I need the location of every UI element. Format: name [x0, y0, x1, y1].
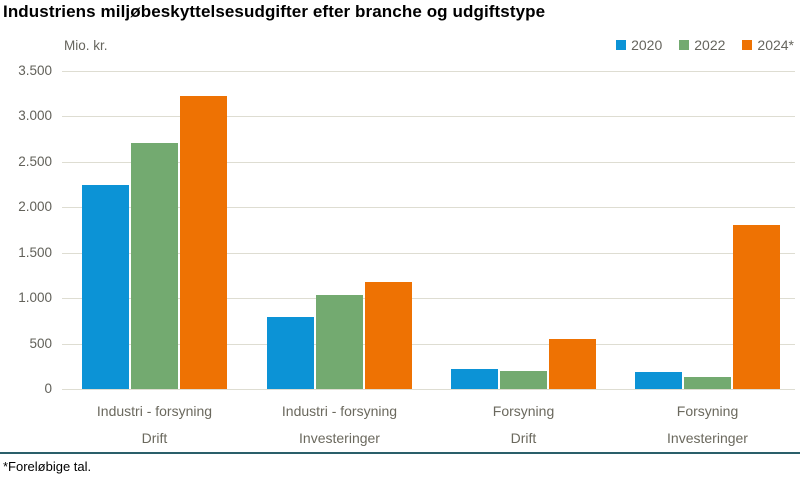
chart-title: Industriens miljøbeskyttelsesudgifter ef… [3, 2, 546, 21]
legend-swatch-icon [742, 40, 753, 50]
y-tick-label-500: 500 [29, 335, 52, 351]
bar-2022-forsyning-investeringer [684, 377, 731, 389]
gridline-1500 [62, 252, 795, 254]
gridline-500 [62, 343, 795, 345]
legend-item-2020: 2020 [616, 37, 662, 53]
x-label-branch-0: Industri - forsyning [96, 403, 213, 419]
legend-label: 2020 [631, 37, 663, 53]
legend-label: 2024* [757, 37, 794, 53]
gridline-3500 [62, 71, 795, 72]
x-label-branch-2: Forsyning [492, 403, 555, 419]
x-label-type-3: Investeringer [667, 430, 748, 446]
x-label-type-2: Drift [510, 430, 537, 446]
x-label-type-0: Drift [141, 430, 168, 446]
x-label-branch-1: Industri - forsyning [281, 403, 398, 419]
footer-separator-line [0, 452, 800, 454]
y-tick-label-1000: 1.000 [18, 290, 52, 306]
bar-2022-industri-forsyning-investeringer [316, 294, 363, 389]
plot-area [62, 71, 795, 390]
legend-item-2024: 2024* [742, 37, 794, 53]
y-tick-label-2500: 2.500 [18, 153, 52, 169]
bar-2022-forsyning-drift [500, 370, 547, 389]
bar-2024-industri-forsyning-investeringer [365, 281, 412, 389]
legend-swatch-icon [616, 40, 627, 50]
gridline-3000 [62, 116, 795, 118]
bar-2024-industri-forsyning-drift [180, 96, 227, 389]
gridline-2000 [62, 207, 795, 209]
bar-2020-forsyning-investeringer [635, 371, 682, 389]
bar-2020-forsyning-drift [451, 368, 498, 389]
bar-2024-forsyning-drift [549, 338, 596, 389]
legend-item-2022: 2022 [679, 37, 725, 53]
gridline-2500 [62, 161, 795, 163]
bar-2024-forsyning-investeringer [733, 225, 780, 389]
y-tick-label-0: 0 [44, 381, 52, 396]
y-tick-label-1500: 1.500 [18, 244, 52, 260]
gridline-1000 [62, 298, 795, 300]
y-tick-label-2000: 2.000 [18, 199, 52, 215]
x-label-branch-3: Forsyning [676, 403, 739, 419]
y-tick-label-3000: 3.000 [18, 108, 52, 124]
footnote: *Foreløbige tal. [3, 459, 92, 474]
legend-label: 2022 [694, 37, 726, 53]
x-label-type-1: Investeringer [299, 430, 380, 446]
y-tick-label-3500: 3.500 [18, 63, 52, 78]
legend: 2020 2022 2024* [616, 37, 794, 53]
bar-2020-industri-forsyning-investeringer [267, 317, 314, 389]
legend-swatch-icon [679, 40, 690, 50]
y-axis-unit-label: Mio. kr. [64, 38, 108, 53]
bar-2020-industri-forsyning-drift [82, 185, 129, 389]
gridline-0 [62, 389, 795, 390]
bar-2022-industri-forsyning-drift [131, 142, 178, 389]
